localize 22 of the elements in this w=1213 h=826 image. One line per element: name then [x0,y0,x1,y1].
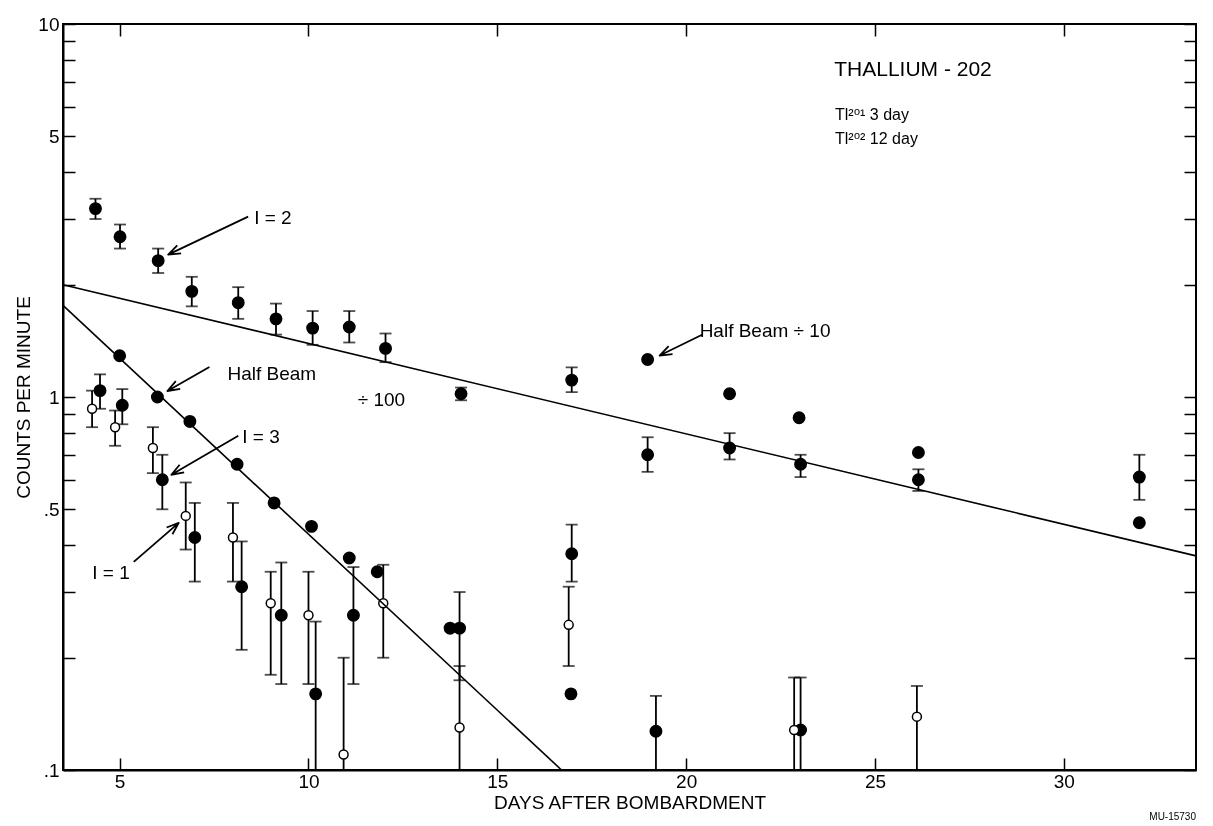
x-tick-label: 20 [676,770,698,792]
annotation: Tl²⁰² 12 day [835,130,918,147]
text: I = 2 [254,206,292,228]
x-tick-label: 10 [298,770,320,792]
y-axis-title: COUNTS PER MINUTE [13,296,35,499]
text: Half Beam ÷ 100 [227,363,406,410]
x-tick-label: 25 [864,770,887,792]
y-tick-label: .1 [43,759,60,781]
annotation: Tl²⁰¹ 3 day [835,106,909,123]
x-axis-title: DAYS AFTER BOMBARDMENT [493,791,767,813]
x-tick-label: 30 [1053,770,1075,792]
y-tick-label: 1 [48,386,60,408]
text: I = 3 [242,425,280,447]
text: I = 1 [92,561,130,583]
y-tick-label: 10 [38,13,60,35]
x-tick-label: 15 [487,770,509,792]
text: Half Beam ÷ 10 [699,319,831,341]
y-tick-label: 5 [48,125,60,147]
x-tick-label: 5 [114,770,126,792]
y-tick-label: .5 [43,498,60,520]
text: MU-15730 [1149,811,1197,822]
text: THALLIUM - 202 [834,57,992,80]
